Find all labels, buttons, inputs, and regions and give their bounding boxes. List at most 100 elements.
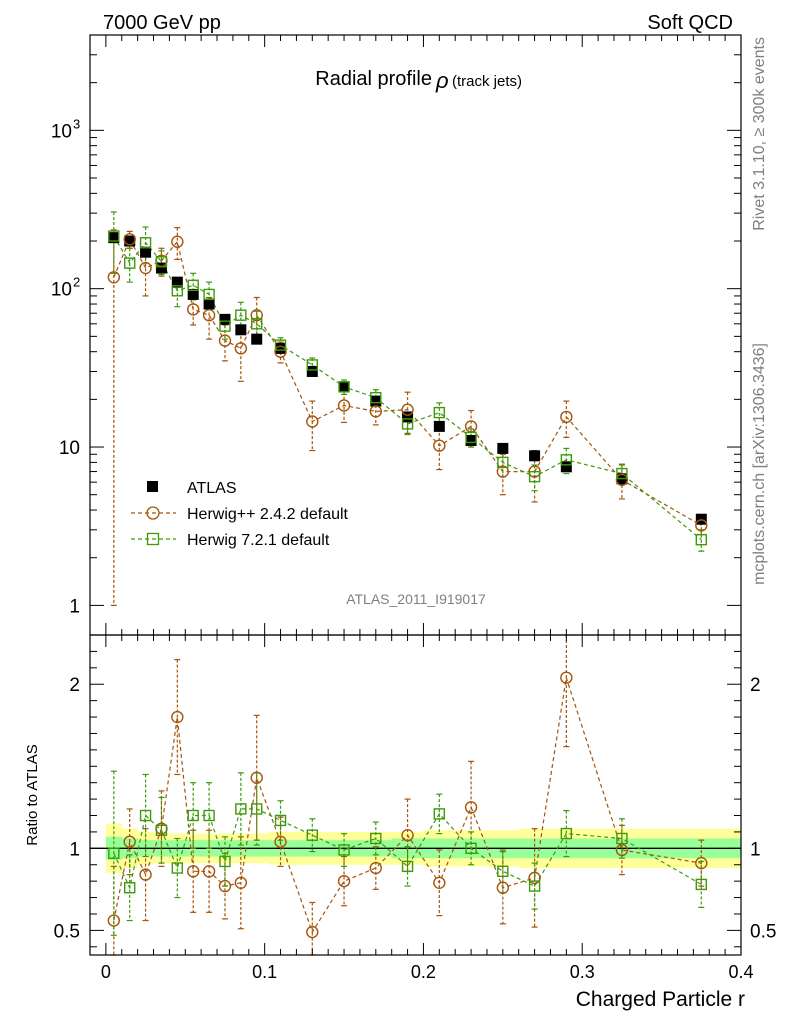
ratio-y-tick-label: 0.5: [54, 921, 80, 942]
main-point-herwig7: [155, 256, 168, 268]
ratio-frame: [89, 634, 742, 956]
mcplots-label: mcplots.cern.ch [arXiv:1306.3436]: [751, 343, 768, 585]
header-energy: 7000 GeV pp: [103, 12, 221, 34]
atlas-point: [140, 246, 152, 258]
atlas-point: [497, 442, 509, 454]
main-point-herwigpp: [369, 405, 383, 418]
ratio-point-herwig7: [139, 809, 152, 822]
main-point-herwig7: [219, 320, 231, 332]
ratio-point-herwigpp: [337, 874, 351, 888]
main-point-herwig7: [171, 285, 184, 297]
ratio-point-herwigpp: [695, 856, 708, 870]
ratio-point-herwig7: [235, 803, 247, 815]
ratio-point-herwig7: [155, 824, 168, 836]
atlas-point: [155, 262, 167, 274]
ratio-point-herwig7: [187, 809, 199, 822]
atlas-point: [370, 395, 382, 407]
main-point-herwigpp: [171, 235, 184, 248]
analysis-tag: ATLAS_2011_I919017: [346, 591, 486, 607]
main-y-tick-label: 10: [51, 121, 72, 142]
main-point-herwigpp: [107, 271, 121, 284]
legend-herwigpp: Herwig++ 2.4.2 default: [187, 506, 349, 523]
ratio-point-herwigpp: [139, 868, 152, 881]
main-point-herwigpp: [496, 465, 510, 478]
atlas-point: [275, 342, 287, 354]
x-axis-label: Charged Particle r: [576, 988, 745, 1011]
main-point-herwig7: [235, 309, 247, 321]
title-symbol: ρ: [435, 68, 449, 93]
ratio-point-herwigpp: [306, 925, 319, 939]
atlas-point: [560, 461, 572, 473]
atlas-point: [433, 420, 445, 432]
ratio-point-herwig7: [108, 847, 120, 859]
main-point-herwigpp: [234, 342, 248, 355]
main-point-herwigpp: [250, 309, 263, 322]
main-y-tick-label: 10: [59, 438, 80, 459]
legend-herwig7: Herwig 7.2.1 default: [187, 532, 330, 549]
main-point-herwigpp: [274, 345, 287, 358]
title-main: Radial profile: [315, 68, 432, 90]
main-point-herwig7: [433, 406, 446, 419]
main-point-herwig7: [139, 237, 152, 249]
atlas-point: [338, 381, 350, 393]
ratio-point-herwig7: [433, 808, 446, 820]
ratio-point-herwig7: [528, 880, 541, 892]
legend-atlas: ATLAS: [187, 480, 237, 497]
ratio-ylabel: Ratio to ATLAS: [24, 744, 41, 845]
ratio-point-herwigpp: [107, 914, 121, 927]
atlas-point: [235, 324, 247, 336]
ratio-point-herwigpp: [560, 671, 573, 684]
main-point-herwig7: [203, 288, 215, 301]
ratio-line-herwig7: [113, 808, 702, 890]
ratio-point-herwig7: [560, 827, 573, 840]
x-tick-label: 0: [101, 962, 111, 982]
ratio-panel: 0 0.1 0.2 0.3 0.4 0.5 0.5 1 1 2 2 Ratio to ATLAS: [24, 634, 776, 982]
main-point-herwigpp: [433, 439, 446, 452]
x-tick-label: 0.1: [252, 962, 277, 982]
atlas-point: [251, 333, 263, 345]
ratio-point-herwig7: [497, 865, 509, 878]
ratio-point-herwig7: [616, 832, 628, 845]
ratio-point-herwigpp: [433, 876, 446, 889]
ratio-y-tick-label-right: 1: [750, 839, 761, 860]
ratio-point-herwig7: [251, 803, 263, 815]
main-line-herwig7: [113, 235, 702, 541]
ratio-point-herwigpp: [496, 881, 510, 894]
main-point-herwigpp: [337, 399, 351, 412]
ratio-point-herwig7: [274, 814, 287, 827]
main-point-herwig7: [274, 339, 287, 351]
ratio-point-herwigpp: [123, 835, 136, 848]
main-point-herwig7: [401, 418, 414, 430]
x-tick-label: 0.3: [570, 962, 595, 982]
ratio-point-herwig7: [465, 842, 477, 855]
main-point-herwigpp: [123, 233, 136, 246]
main-point-herwig7: [108, 230, 120, 242]
ratio-point-herwigpp: [218, 879, 232, 893]
legend-herwig7-marker: [146, 532, 160, 546]
main-point-herwigpp: [218, 334, 232, 347]
atlas-point: [219, 313, 231, 325]
ratio-point-herwigpp: [234, 876, 248, 889]
main-point-herwig7: [465, 431, 477, 444]
main-point-herwigpp: [695, 519, 708, 532]
atlas-point: [108, 232, 120, 244]
ratio-point-herwig7: [306, 829, 318, 841]
ratio-point-herwigpp: [369, 861, 383, 875]
ratio-point-herwig7: [171, 862, 184, 874]
ratio-y-tick-label: 2: [69, 675, 80, 696]
atlas-point: [124, 235, 136, 247]
main-point-herwig7: [370, 391, 382, 404]
ratio-point-herwig7: [401, 860, 414, 873]
main-point-herwig7: [695, 533, 708, 546]
x-tick-label: 0.2: [411, 962, 436, 982]
ratio-point-herwigpp: [464, 801, 478, 814]
ratio-line-herwigpp: [113, 677, 702, 934]
chart-title: Radial profile ρ (track jets): [315, 68, 522, 93]
ratio-y-tick-label: 1: [69, 839, 80, 860]
main-point-herwigpp: [139, 261, 152, 275]
ratio-y-tick-label-right: 0.5: [750, 921, 776, 942]
x-tick-label: 0.4: [728, 962, 753, 982]
legend-herwigpp-marker: [146, 506, 160, 520]
ratio-point-herwigpp: [528, 871, 541, 885]
